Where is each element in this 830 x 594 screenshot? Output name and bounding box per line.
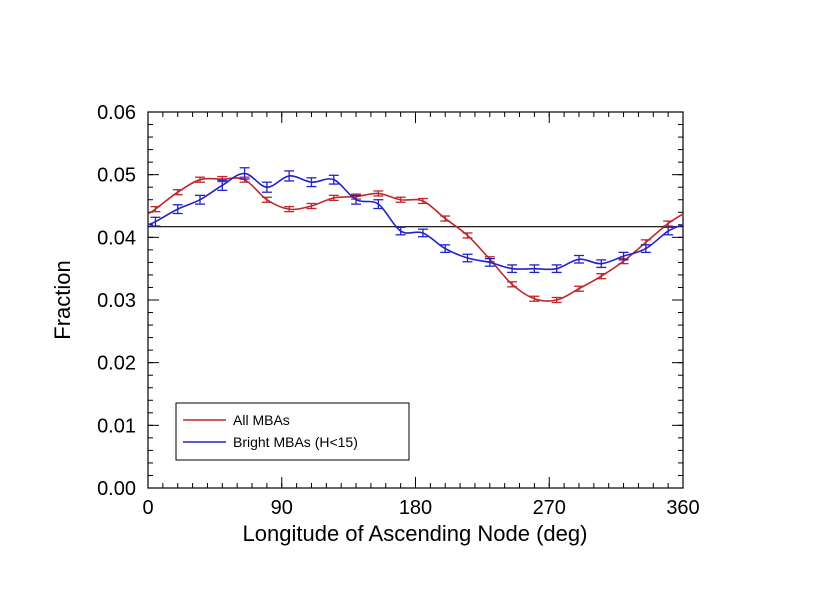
error-bar-bright-mbas: [351, 194, 362, 205]
error-bar-all-mbas: [551, 296, 562, 304]
error-bar-bright-mbas: [261, 181, 272, 193]
error-bar-bright-mbas: [150, 216, 161, 227]
y-tick-label: 0.01: [97, 415, 136, 437]
y-tick-label: 0.03: [97, 290, 136, 312]
error-bar-bright-mbas: [573, 254, 584, 264]
error-bar-bright-mbas: [618, 251, 629, 261]
error-bar-all-mbas: [440, 215, 451, 222]
error-bar-bright-mbas: [440, 244, 451, 254]
error-bar-all-mbas: [462, 232, 473, 239]
error-bar-all-mbas: [417, 197, 428, 205]
error-bar-bright-mbas: [484, 257, 495, 267]
error-bar-all-mbas: [395, 196, 406, 203]
error-bar-bright-mbas: [306, 177, 317, 188]
error-bar-bright-mbas: [663, 226, 674, 236]
error-bar-bright-mbas: [172, 204, 183, 215]
error-bar-bright-mbas: [417, 228, 428, 238]
error-bar-all-mbas: [596, 273, 607, 280]
y-axis-title: Fraction: [50, 260, 75, 339]
error-bar-all-mbas: [261, 196, 272, 203]
error-bar-bright-mbas: [529, 264, 540, 274]
y-tick-labels: 0.00 0.01 0.02 0.03 0.04 0.05 0.06: [97, 102, 136, 500]
error-bar-bright-mbas: [462, 253, 473, 263]
x-tick-label: 0: [142, 497, 153, 519]
legend-label-bright-mbas: Bright MBAs (H<15): [233, 434, 358, 450]
x-tick-label: 180: [399, 497, 432, 519]
x-axis-title: Longitude of Ascending Node (deg): [243, 521, 588, 546]
legend-label-all-mbas: All MBAs: [233, 412, 290, 428]
error-bar-all-mbas: [172, 189, 183, 196]
error-bar-bright-mbas: [328, 174, 339, 185]
error-bar-bright-mbas: [596, 259, 607, 269]
error-bar-bright-mbas: [284, 170, 295, 182]
legend-box: [175, 402, 410, 461]
x-tick-label: 270: [533, 497, 566, 519]
error-bar-bright-mbas: [373, 199, 384, 210]
error-bar-all-mbas: [373, 190, 384, 197]
error-bar-all-mbas: [328, 194, 339, 202]
error-bar-all-mbas: [306, 202, 317, 210]
x-tick-label: 360: [666, 497, 699, 519]
y-tick-label: 0.00: [97, 478, 136, 500]
error-bar-all-mbas: [284, 205, 295, 213]
error-bar-bright-mbas: [395, 226, 406, 236]
y-tick-label: 0.04: [97, 227, 136, 249]
y-tick-label: 0.05: [97, 165, 136, 187]
x-tick-label: 90: [271, 497, 293, 519]
series-line-all-mbas: [147, 177, 684, 302]
error-bar-bright-mbas: [640, 244, 651, 254]
series-line-bright-mbas: [147, 172, 684, 271]
error-bar-bright-mbas: [239, 167, 250, 180]
error-bar-all-mbas: [529, 295, 540, 302]
error-bar-all-mbas: [195, 176, 206, 183]
error-bar-all-mbas: [150, 205, 161, 213]
y-tick-label: 0.06: [97, 102, 136, 124]
major-ticks: [147, 111, 684, 489]
error-bar-bright-mbas: [551, 264, 562, 274]
error-bar-all-mbas: [507, 281, 518, 288]
error-bar-bright-mbas: [507, 264, 518, 274]
error-bar-all-mbas: [663, 220, 674, 227]
error-bar-bright-mbas: [195, 194, 206, 205]
error-bar-bright-mbas: [217, 179, 228, 191]
legend: All MBAs Bright MBAs (H<15): [175, 402, 410, 461]
y-tick-label: 0.02: [97, 353, 136, 375]
series-layer: [147, 167, 684, 304]
x-tick-labels: 0 90 180 270 360: [142, 497, 699, 519]
error-bar-all-mbas: [573, 285, 584, 292]
